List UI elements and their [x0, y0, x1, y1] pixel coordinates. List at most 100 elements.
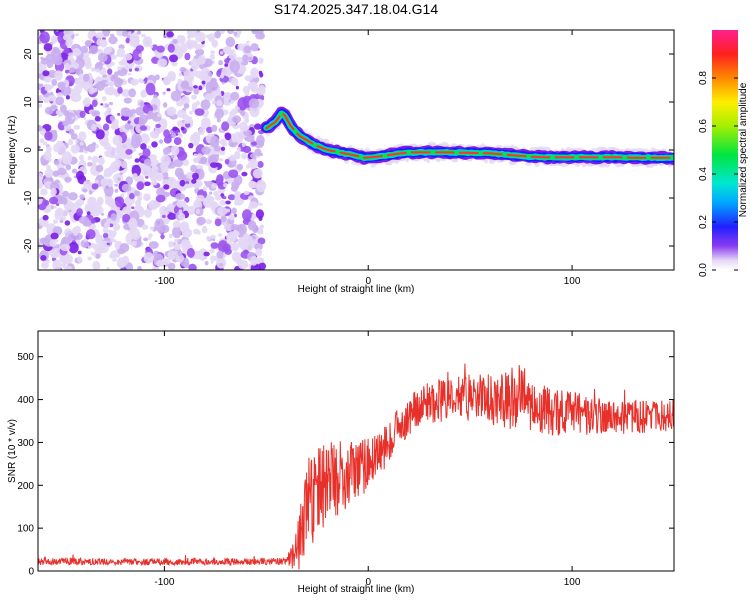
- noise-speckle: [109, 253, 115, 259]
- noise-speckle: [82, 82, 88, 88]
- noise-speckle: [144, 77, 148, 81]
- noise-speckle: [59, 219, 64, 224]
- noise-speckle: [134, 158, 140, 163]
- noise-speckle: [52, 259, 62, 270]
- noise-speckle: [178, 133, 183, 138]
- noise-speckle: [50, 35, 58, 44]
- noise-speckle: [125, 37, 130, 44]
- noise-speckle: [227, 194, 236, 201]
- noise-speckle: [166, 88, 171, 92]
- noise-speckle: [242, 145, 252, 154]
- noise-speckle: [156, 259, 165, 267]
- noise-speckle: [87, 143, 96, 153]
- noise-speckle: [106, 88, 115, 96]
- noise-speckle: [218, 233, 223, 238]
- noise-speckle: [148, 241, 159, 249]
- noise-speckle: [209, 255, 218, 262]
- noise-speckle: [188, 263, 197, 270]
- noise-speckle: [236, 163, 244, 170]
- noise-speckle: [243, 127, 248, 132]
- x-tick-label: 0: [365, 276, 371, 287]
- noise-speckle: [219, 199, 227, 206]
- noise-speckle: [232, 115, 242, 124]
- noise-speckle: [129, 125, 134, 130]
- noise-speckle: [200, 156, 208, 165]
- noise-speckle: [128, 217, 138, 230]
- noise-speckle: [212, 201, 216, 206]
- noise-speckle: [70, 144, 81, 154]
- noise-speckle: [110, 74, 119, 82]
- noise-speckle: [256, 179, 267, 193]
- noise-speckle: [102, 74, 108, 79]
- noise-speckle: [143, 252, 154, 264]
- noise-speckle: [217, 240, 228, 253]
- colorbar-gradient: [712, 30, 738, 270]
- noise-speckle: [200, 99, 211, 110]
- noise-speckle: [200, 117, 211, 130]
- noise-speckle: [67, 233, 75, 242]
- noise-speckle: [250, 83, 254, 87]
- noise-speckle: [121, 58, 127, 64]
- noise-speckle: [87, 162, 93, 167]
- noise-speckle: [113, 159, 122, 168]
- noise-speckle: [156, 187, 166, 197]
- noise-speckle: [119, 172, 123, 176]
- noise-speckle: [39, 138, 45, 144]
- noise-speckle: [208, 72, 213, 77]
- noise-speckle: [68, 52, 75, 57]
- noise-speckle: [64, 265, 73, 270]
- noise-speckle: [192, 172, 199, 180]
- noise-speckle: [210, 135, 220, 148]
- noise-speckle: [239, 110, 246, 116]
- noise-speckle: [235, 106, 240, 110]
- noise-speckle: [255, 248, 263, 257]
- noise-speckle: [125, 149, 133, 155]
- noise-speckle: [95, 32, 105, 39]
- noise-speckle: [97, 52, 108, 63]
- noise-speckle: [186, 172, 194, 179]
- noise-speckle: [128, 68, 133, 72]
- noise-speckle: [146, 167, 156, 178]
- noise-speckle: [242, 234, 253, 245]
- noise-speckle: [119, 193, 125, 198]
- noise-speckle: [102, 227, 109, 234]
- noise-speckle: [38, 103, 43, 108]
- noise-speckle: [120, 107, 132, 117]
- noise-speckle: [75, 170, 85, 181]
- noise-speckle: [61, 151, 73, 165]
- noise-speckle: [217, 206, 228, 216]
- noise-speckle: [71, 93, 82, 103]
- noise-speckle: [184, 183, 191, 189]
- noise-speckle: [258, 84, 266, 93]
- noise-speckle: [230, 91, 240, 101]
- noise-speckle: [254, 123, 262, 130]
- noise-speckle: [87, 155, 92, 161]
- noise-speckle: [173, 137, 182, 146]
- noise-speckle: [214, 30, 222, 39]
- noise-speckle: [175, 47, 180, 51]
- y-tick-label: 300: [17, 438, 34, 449]
- noise-speckle: [198, 127, 205, 136]
- noise-speckle: [106, 107, 112, 112]
- noise-speckle: [193, 85, 198, 89]
- noise-speckle: [40, 83, 44, 88]
- noise-speckle: [162, 214, 166, 218]
- noise-speckle: [123, 97, 132, 104]
- noise-speckle: [204, 93, 214, 102]
- noise-speckle: [221, 142, 228, 147]
- noise-speckle: [205, 219, 213, 225]
- noise-speckle: [127, 120, 131, 124]
- x-tick-label: 100: [564, 276, 581, 287]
- noise-speckle: [163, 76, 171, 86]
- noise-speckle: [145, 135, 149, 138]
- noise-speckle: [79, 194, 85, 200]
- noise-speckle: [130, 138, 141, 149]
- noise-speckle: [229, 154, 237, 162]
- noise-speckle: [138, 152, 143, 156]
- noise-speckle: [110, 54, 117, 60]
- noise-speckle: [83, 117, 87, 120]
- noise-speckle: [197, 55, 206, 65]
- noise-speckle: [219, 74, 225, 79]
- noise-speckle: [177, 250, 183, 257]
- noise-speckle: [216, 117, 221, 123]
